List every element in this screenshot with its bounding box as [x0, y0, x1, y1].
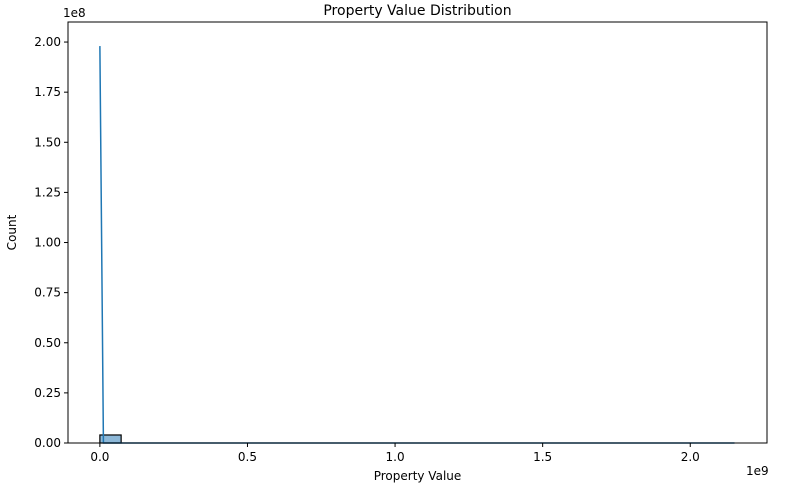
y-tick-label: 1.75 [34, 85, 61, 99]
y-axis-label: Count [5, 214, 19, 250]
chart-title: Property Value Distribution [323, 3, 511, 19]
y-offset-label: 1e8 [63, 6, 86, 20]
x-offset-label: 1e9 [746, 464, 769, 478]
y-tick-label: 0.25 [34, 386, 61, 400]
y-tick-label: 1.00 [34, 236, 61, 250]
y-axis: 0.00 0.25 0.50 0.75 1.00 1.25 1.50 1.75 2.00 [34, 35, 68, 450]
kde-line [99, 46, 735, 444]
y-tick-label: 0.00 [34, 436, 61, 450]
x-axis: 0.0 0.5 1.0 1.5 2.0 [90, 443, 700, 464]
x-axis-label: Property Value [374, 469, 462, 483]
x-tick-label: 0.0 [90, 450, 109, 464]
y-tick-label: 0.50 [34, 336, 61, 350]
x-tick-label: 2.0 [681, 450, 700, 464]
y-tick-label: 2.00 [34, 35, 61, 49]
x-tick-label: 1.0 [386, 450, 405, 464]
y-tick-label: 0.75 [34, 286, 61, 300]
plot-area [99, 46, 735, 444]
axes-frame [67, 21, 768, 444]
y-tick-label: 1.25 [34, 185, 61, 199]
x-tick-label: 0.5 [238, 450, 257, 464]
x-tick-label: 1.5 [533, 450, 552, 464]
y-tick-label: 1.50 [34, 135, 61, 149]
